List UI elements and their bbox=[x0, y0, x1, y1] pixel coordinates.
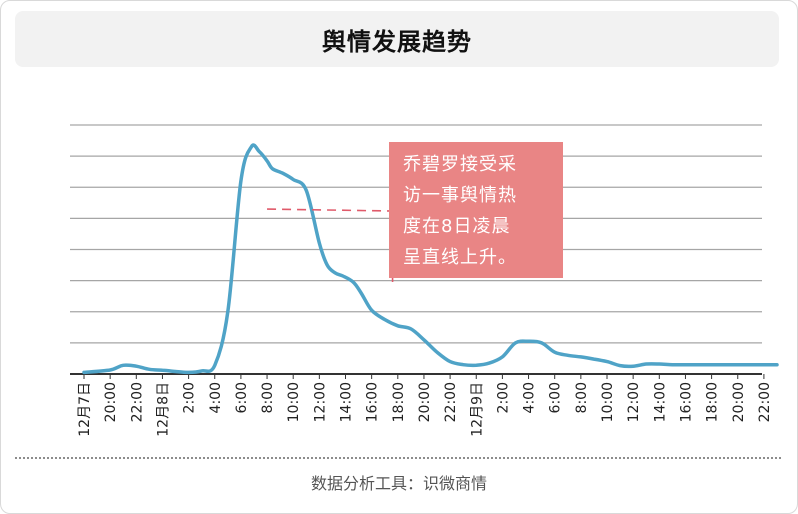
x-tick-label: 10:00 bbox=[600, 382, 616, 422]
footer-divider bbox=[15, 457, 781, 459]
annotation-line-4: 呈直线上升。 bbox=[403, 247, 517, 268]
annotation-box: 乔碧罗接受采 访一事舆情热 度在8日凌晨 呈直线上升。 bbox=[389, 142, 563, 278]
x-tick-label: 2:00 bbox=[182, 382, 198, 413]
x-tick-label: 22:00 bbox=[443, 382, 459, 422]
chart-title: 舆情发展趋势 bbox=[322, 27, 472, 56]
x-tick-label: 14:00 bbox=[339, 382, 355, 422]
annotation-line-2: 访一事舆情热 bbox=[403, 185, 517, 206]
x-tick-label: 14:00 bbox=[652, 382, 668, 422]
annotation-line-3: 度在8日凌晨 bbox=[403, 216, 511, 237]
x-tick-label: 12月8日 bbox=[155, 382, 171, 437]
x-tick-label: 18:00 bbox=[391, 382, 407, 422]
x-tick-label: 22:00 bbox=[129, 382, 145, 422]
x-tick-label: 16:00 bbox=[678, 382, 694, 422]
x-tick-label: 22:00 bbox=[757, 382, 773, 422]
annotation-horizontal-marker bbox=[267, 208, 393, 212]
x-tick-label: 8:00 bbox=[260, 382, 276, 413]
x-tick-label: 20:00 bbox=[103, 382, 119, 422]
x-tick-label: 12:00 bbox=[626, 382, 642, 422]
annotation-line-1: 乔碧罗接受采 bbox=[403, 154, 517, 175]
x-tick-label: 6:00 bbox=[548, 382, 564, 413]
x-tick-label: 2:00 bbox=[495, 382, 511, 413]
x-tick-label: 12:00 bbox=[312, 382, 328, 422]
x-tick-label: 20:00 bbox=[731, 382, 747, 422]
x-tick-label: 4:00 bbox=[208, 382, 224, 413]
x-tick-label: 6:00 bbox=[234, 382, 250, 413]
x-tick-label: 10:00 bbox=[286, 382, 302, 422]
x-tick-label: 12月9日 bbox=[469, 382, 485, 437]
x-tick-label: 8:00 bbox=[574, 382, 590, 413]
series-line bbox=[82, 143, 779, 375]
title-bar: 舆情发展趋势 bbox=[15, 11, 779, 67]
x-tick-label: 18:00 bbox=[705, 382, 721, 422]
data-source: 数据分析工具：识微商情 bbox=[310, 474, 487, 493]
x-tick-label: 12月7日 bbox=[77, 382, 93, 437]
x-tick-label: 4:00 bbox=[522, 382, 538, 413]
x-tick-label: 20:00 bbox=[417, 382, 433, 422]
x-tick-label: 16:00 bbox=[365, 382, 381, 422]
